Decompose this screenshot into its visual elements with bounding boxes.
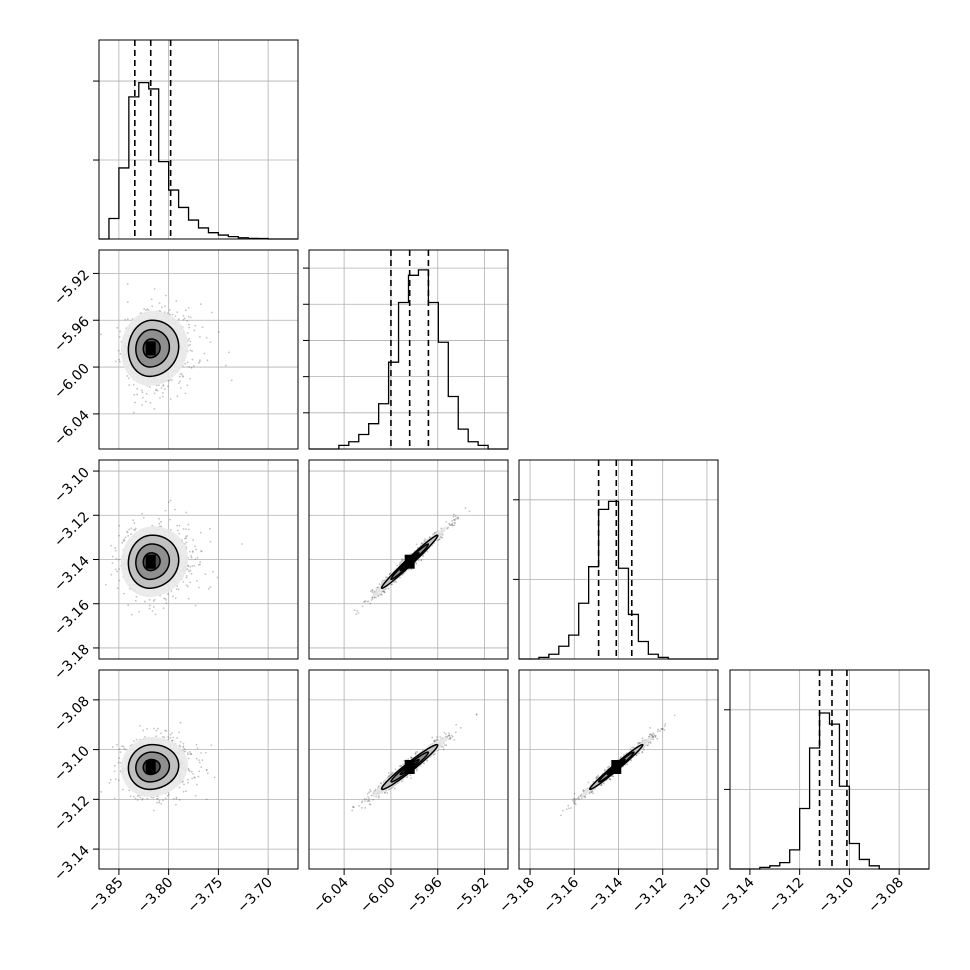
scatter-panel-2-0	[98, 459, 299, 660]
y-tick-label: −3.18	[51, 641, 93, 683]
hist-panel-1	[303, 249, 509, 450]
y-tick-label: −3.16	[51, 597, 93, 639]
x-tick-label: −3.14	[585, 874, 627, 916]
y-tick-label: −6.00	[51, 361, 93, 403]
x-tick-label: −3.12	[766, 875, 808, 917]
density-peak	[145, 554, 156, 569]
panel-frame	[729, 669, 930, 870]
x-tick-label: −3.80	[135, 875, 177, 917]
panel-frame	[98, 39, 299, 240]
x-tick-label: −5.92	[451, 875, 493, 917]
contour-line	[142, 552, 161, 572]
contour-line	[135, 751, 171, 783]
hist-panel-0	[93, 39, 299, 240]
histogram-bars	[519, 500, 718, 660]
scatter-panel-3-2	[518, 669, 719, 870]
x-tick-label: −3.16	[540, 874, 582, 916]
panel-frame	[518, 459, 719, 660]
contour-line	[597, 751, 635, 783]
contour-line	[380, 534, 439, 589]
contour-line	[135, 543, 171, 581]
density-peak	[145, 341, 156, 356]
x-tick-label: −6.04	[310, 874, 352, 916]
contour-line	[135, 328, 171, 368]
scatter-panel-2-1	[308, 459, 509, 660]
histogram-bars	[99, 81, 298, 240]
panel-frame	[308, 459, 509, 660]
contour-line	[588, 743, 644, 791]
y-tick-label: −3.14	[51, 843, 93, 885]
x-tick-label: −3.18	[496, 875, 538, 917]
y-tick-label: −5.92	[51, 267, 93, 309]
contour-line	[127, 743, 180, 791]
x-tick-label: −3.70	[234, 875, 276, 917]
density-peak	[404, 554, 415, 569]
y-tick-label: −3.14	[51, 553, 93, 595]
x-tick-label: −3.75	[185, 875, 227, 917]
x-tick-label: −6.00	[357, 875, 399, 917]
scatter-panel-3-0	[98, 669, 299, 870]
x-tick-label: −3.10	[673, 875, 715, 917]
y-tick-label: −3.08	[51, 693, 93, 735]
y-tick-label: −3.10	[51, 465, 93, 507]
hist-panel-2	[513, 459, 719, 660]
contour-line	[127, 534, 180, 589]
y-tick-label: −3.10	[51, 743, 93, 785]
x-tick-label: −3.10	[816, 875, 858, 917]
y-tick-label: −3.12	[51, 509, 93, 551]
x-tick-label: −3.12	[629, 875, 671, 917]
histogram-bars	[730, 712, 929, 870]
density-peak	[145, 760, 156, 775]
hist-panel-3	[724, 669, 930, 870]
scatter-panel-3-1	[308, 669, 509, 870]
x-tick-label: −3.14	[716, 874, 758, 916]
x-tick-label: −5.96	[404, 874, 446, 916]
y-tick-label: −6.04	[51, 407, 93, 449]
panel-frame	[98, 249, 299, 450]
contour-line	[142, 338, 161, 359]
y-tick-label: −5.96	[51, 314, 93, 356]
density-peak	[611, 760, 622, 775]
y-tick-label: −3.12	[51, 793, 93, 835]
contour-line	[127, 319, 180, 378]
panel-frame	[98, 669, 299, 870]
panel-frame	[308, 249, 509, 450]
histogram-bars	[309, 269, 508, 450]
panel-frame	[308, 669, 509, 870]
contour-line	[380, 743, 439, 791]
x-tick-label: −3.85	[85, 875, 127, 917]
density-peak	[404, 760, 415, 775]
contour-line	[390, 751, 430, 783]
contour-line	[390, 543, 430, 581]
x-tick-label: −3.08	[865, 875, 907, 917]
scatter-panel-1-0	[98, 249, 299, 450]
